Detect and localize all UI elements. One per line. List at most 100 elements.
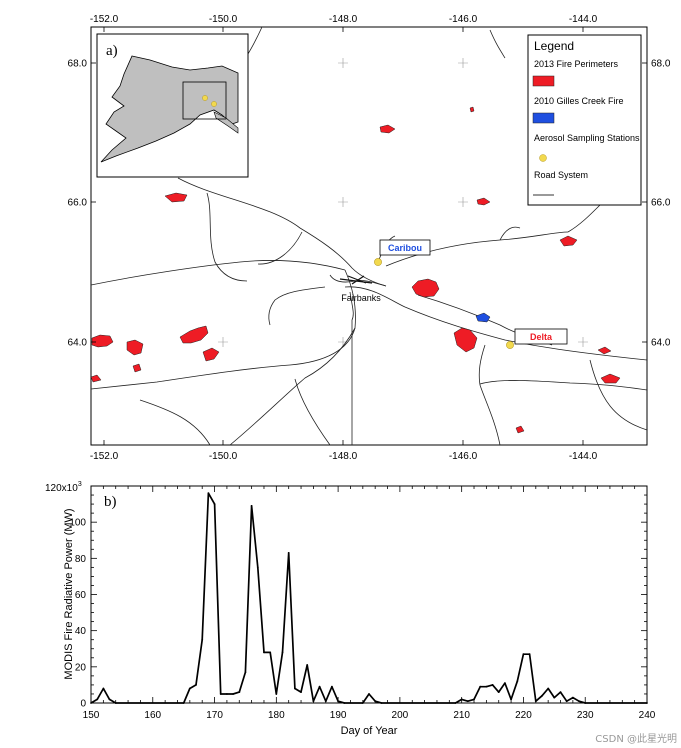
delta-label-box	[514, 328, 568, 345]
map-lon-label-bottom: -144.0	[569, 451, 598, 462]
frp-data-point	[528, 653, 531, 656]
frp-data-point	[522, 653, 525, 656]
map-lon-label-bottom: -148.0	[329, 451, 358, 462]
frp-data-point	[219, 693, 222, 695]
x-tick-label: 150	[83, 710, 100, 721]
frp-data-point	[312, 700, 315, 703]
frp-data-point	[646, 702, 648, 704]
frp-data-point	[460, 698, 463, 701]
legend-item-label: Aerosol Sampling Stations	[534, 133, 640, 143]
map-panel-label: a)	[106, 43, 118, 59]
chart-frame	[90, 485, 648, 704]
y-tick-label: 40	[75, 626, 87, 637]
frp-data-point	[565, 700, 568, 703]
frp-data-point	[324, 700, 327, 703]
frp-data-point	[182, 702, 185, 704]
frp-data-point	[331, 685, 333, 688]
y-scale-label: 120x103	[45, 481, 82, 494]
frp-data-point	[485, 685, 488, 688]
frp-data-point	[497, 691, 500, 693]
caribou-label: Caribou	[388, 243, 422, 253]
frp-data-point	[343, 702, 346, 704]
map-panel: Caribou Delta Fairbanks a) Legend 2013 F…	[68, 14, 671, 462]
x-tick-label: 160	[144, 710, 161, 721]
legend-title: Legend	[534, 39, 574, 53]
road-system	[90, 26, 648, 446]
x-tick-label: 210	[453, 710, 470, 721]
frp-data-point	[337, 700, 339, 703]
map-lat-label-right: 64.0	[651, 338, 671, 349]
x-axis-title: Day of Year	[341, 725, 398, 737]
frp-data-point	[553, 696, 556, 699]
map-lon-label-top: -144.0	[569, 14, 598, 25]
frp-data-point	[195, 684, 197, 686]
frp-data-point	[572, 696, 574, 699]
y-tick-label: 0	[80, 699, 86, 710]
legend-items: 2013 Fire Perimeters 2010 Gilles Creek Fi…	[532, 59, 640, 196]
map-lat-label-left: 64.0	[68, 338, 88, 349]
inset-study-area-box	[182, 81, 227, 120]
frp-data-point	[96, 698, 99, 701]
frp-data-point	[207, 492, 210, 495]
frp-data-point	[287, 552, 290, 554]
map-lat-label-left: 66.0	[68, 198, 88, 209]
frp-data-point	[263, 651, 265, 654]
caribou-station-marker	[374, 258, 382, 266]
frp-data-point	[318, 685, 321, 688]
frp-data-point	[213, 503, 216, 505]
frp-data-point	[275, 693, 278, 695]
watermark: CSDN @此星光明	[595, 732, 677, 745]
frp-data-point	[510, 698, 512, 701]
y-tick-label: 80	[75, 554, 87, 565]
x-tick-label: 190	[330, 710, 347, 721]
frp-data-point	[584, 702, 587, 704]
frp-data-point	[368, 693, 370, 695]
frp-data-point	[454, 702, 457, 704]
frp-data-point	[232, 693, 235, 695]
frp-data-point	[541, 694, 543, 697]
delta-label: Delta	[530, 332, 553, 342]
frp-data-point	[238, 691, 241, 693]
frp-data-point	[578, 700, 580, 703]
y-tick-label: 100	[69, 518, 86, 529]
frp-data-point	[188, 687, 191, 690]
frp-data-point	[102, 687, 105, 690]
map-lat-label-right: 68.0	[651, 59, 671, 70]
legend-swatch	[539, 154, 547, 162]
frp-data-point	[306, 664, 309, 666]
gilles-creek-fire-2010	[475, 312, 491, 323]
map-lon-label-top: -146.0	[449, 14, 478, 25]
x-tick-label: 180	[268, 710, 285, 721]
map-lon-label-bottom: -152.0	[90, 451, 119, 462]
alaska-inset-map: a)	[96, 33, 249, 178]
frp-data-point	[479, 685, 482, 688]
legend-item-label: 2010 Gilles Creek Fire	[534, 96, 624, 106]
legend-item-label: 2013 Fire Perimeters	[534, 59, 619, 69]
legend-item-label: Road System	[534, 170, 588, 180]
y-axis-title: MODIS Fire Radiative Power (MW)	[63, 508, 75, 679]
alaska-shape	[100, 55, 239, 163]
frp-data-point	[361, 702, 364, 704]
frp-data-point	[466, 700, 469, 703]
map-axis-ticks: -152.0 -152.0 -150.0 -150.0 -148.0 -148.0 -146…	[68, 14, 671, 462]
map-lat-label-right: 66.0	[651, 198, 671, 209]
frp-data-point	[90, 702, 92, 704]
fire-perimeters-2013	[90, 106, 621, 434]
frp-data-point	[244, 671, 247, 674]
map-lon-label-bottom: -150.0	[209, 451, 238, 462]
x-tick-label: 240	[639, 710, 656, 721]
frp-data-point	[473, 698, 475, 701]
inset-station-delta	[211, 101, 217, 107]
x-tick-label: 200	[392, 710, 409, 721]
frp-data-point	[300, 691, 302, 693]
frp-data-point	[294, 687, 296, 690]
frp-data-point	[374, 700, 377, 703]
x-tick-label: 230	[577, 710, 594, 721]
inset-station-caribou	[202, 95, 208, 101]
x-tick-label: 170	[206, 710, 223, 721]
map-lon-label-bottom: -146.0	[449, 451, 478, 462]
frp-data-point	[269, 651, 272, 654]
delta-station-marker	[506, 341, 514, 349]
frp-data-point	[380, 702, 383, 704]
